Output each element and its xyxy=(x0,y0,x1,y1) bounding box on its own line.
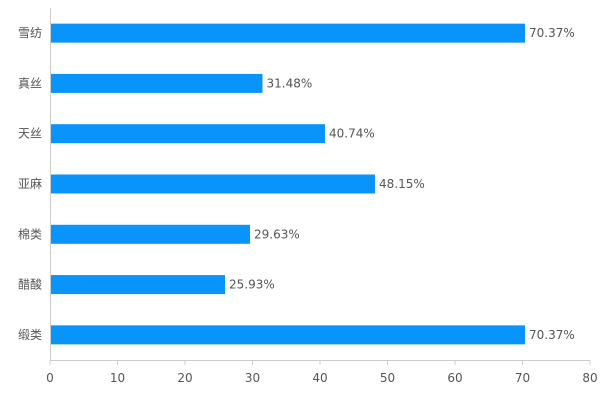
bars-layer xyxy=(50,23,525,345)
value-labels: 70.37% 31.48% 40.74% 48.15% 29.63% 25.93% 70.3… xyxy=(229,26,575,342)
category-label-4: 棉类 xyxy=(18,227,42,241)
bar-4 xyxy=(50,224,250,244)
category-label-1: 真丝 xyxy=(18,76,42,90)
value-label-1: 31.48% xyxy=(266,76,312,90)
bar-6 xyxy=(50,325,525,345)
category-label-5: 醋酸 xyxy=(18,277,42,292)
x-tick-label-4: 40 xyxy=(312,371,327,385)
x-tick-label-3: 30 xyxy=(245,371,260,385)
bar-5 xyxy=(50,275,226,295)
category-label-2: 天丝 xyxy=(18,127,42,141)
x-tick-label-6: 60 xyxy=(447,371,462,385)
x-tick-label-2: 20 xyxy=(177,371,192,385)
x-tick-labels: 0 10 20 30 40 50 60 70 80 xyxy=(46,360,598,385)
bar-3 xyxy=(50,174,376,194)
bar-2 xyxy=(50,124,325,144)
x-tick-label-7: 70 xyxy=(515,371,530,385)
value-label-0: 70.37% xyxy=(529,26,575,40)
value-label-2: 40.74% xyxy=(329,127,375,141)
category-label-3: 亚麻 xyxy=(18,176,42,191)
category-label-0: 雪纺 xyxy=(18,26,42,40)
value-label-4: 29.63% xyxy=(254,227,300,241)
category-label-6: 缎类 xyxy=(18,327,42,342)
x-tick-label-1: 10 xyxy=(110,371,125,385)
bar-0 xyxy=(50,23,525,43)
value-label-6: 70.37% xyxy=(529,328,575,342)
x-tick-label-0: 0 xyxy=(46,371,54,385)
bar-1 xyxy=(50,73,263,93)
x-tick-label-5: 50 xyxy=(380,371,395,385)
value-label-3: 48.15% xyxy=(379,177,425,191)
value-label-5: 25.93% xyxy=(229,278,275,292)
x-tick-label-8: 80 xyxy=(582,371,597,385)
